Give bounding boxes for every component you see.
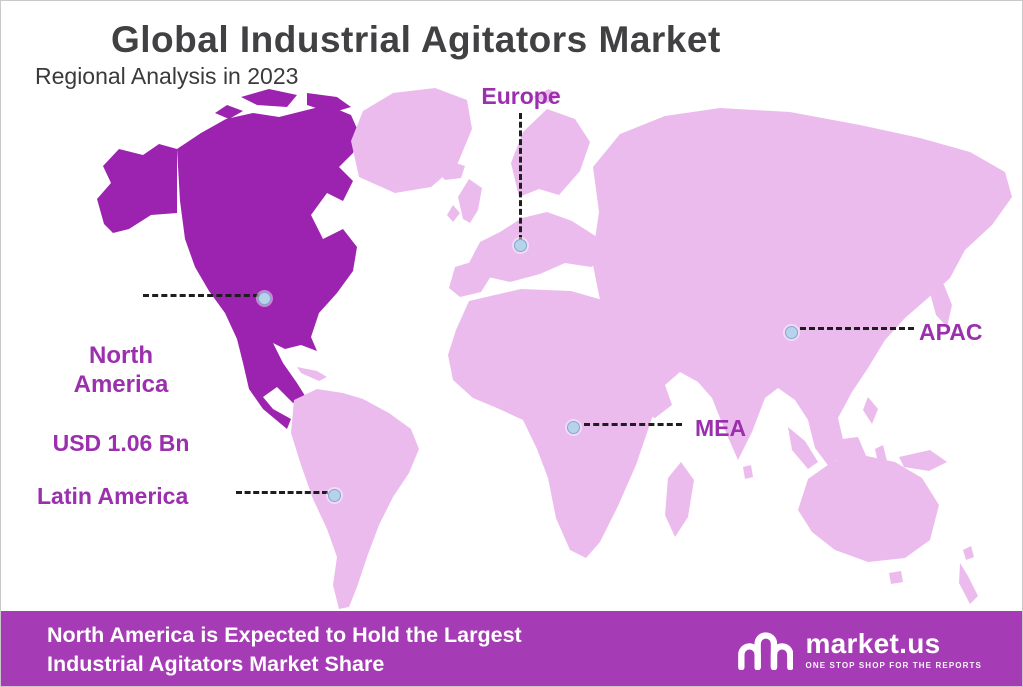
brand-tagline: ONE STOP SHOP FOR THE REPORTS: [805, 660, 982, 670]
page-title: Global Industrial Agitators Market: [111, 19, 721, 60]
leader-line-europe: [519, 113, 522, 241]
region-label-apac: APAC: [919, 319, 983, 345]
north-america-mainland: [177, 105, 359, 429]
baffin-island: [325, 121, 353, 143]
sumatra: [788, 427, 818, 469]
philippines: [863, 397, 878, 424]
marker-latin-america: [328, 489, 341, 502]
leader-line-north-america: [143, 294, 259, 297]
sri-lanka: [743, 465, 753, 479]
new-zealand-south: [959, 563, 978, 604]
north-america-name: North America: [73, 341, 169, 398]
australia: [798, 455, 939, 562]
south-america: [291, 389, 419, 609]
footer-headline-line1: North America is Expected to Hold the La…: [47, 623, 522, 648]
footer-headline: North America is Expected to Hold the La…: [47, 621, 522, 678]
leader-line-apac: [800, 327, 914, 330]
marker-europe: [514, 239, 527, 252]
page-subtitle: Regional Analysis in 2023: [35, 63, 299, 89]
arctic-island-1: [241, 89, 297, 107]
iceland: [437, 161, 465, 180]
arctic-island-3: [215, 105, 243, 119]
brand-text: market.us ONE STOP SHOP FOR THE REPORTS: [805, 627, 982, 670]
united-kingdom: [458, 179, 482, 223]
region-label-mea: MEA: [695, 415, 747, 441]
tasmania: [889, 571, 903, 584]
scandinavia: [511, 109, 590, 197]
region-label-latin-america: Latin America: [37, 483, 189, 509]
europe-mainland: [469, 212, 612, 282]
new-zealand-north: [963, 546, 974, 560]
asia: [592, 108, 1012, 468]
caribbean: [297, 367, 327, 381]
alaska: [97, 144, 177, 233]
svalbard: [533, 89, 561, 103]
marker-north-america: [258, 292, 271, 305]
japan: [930, 272, 952, 327]
greenland: [351, 88, 472, 193]
marker-apac: [785, 326, 798, 339]
leader-line-latin-america: [236, 491, 328, 494]
footer-bar: North America is Expected to Hold the La…: [1, 611, 1022, 686]
brand-logo: market.us ONE STOP SHOP FOR THE REPORTS: [735, 627, 982, 670]
north-america-value: USD 1.06 Bn: [52, 430, 190, 457]
arctic-island-2: [307, 93, 351, 113]
brand-name: market.us: [805, 627, 941, 659]
iberia: [449, 260, 493, 297]
marker-mea: [567, 421, 580, 434]
leader-line-mea: [584, 423, 682, 426]
footer-headline-line2: Industrial Agitators Market Share: [47, 651, 385, 676]
region-north-america-shape: [97, 89, 359, 429]
madagascar: [665, 462, 694, 537]
region-label-europe: Europe: [481, 83, 561, 109]
marketus-icon: [738, 631, 794, 670]
region-label-north-america: North America USD 1.06 Bn: [29, 313, 213, 487]
new-guinea: [899, 450, 947, 471]
world-landmass: [291, 88, 1012, 609]
ireland: [447, 205, 460, 222]
